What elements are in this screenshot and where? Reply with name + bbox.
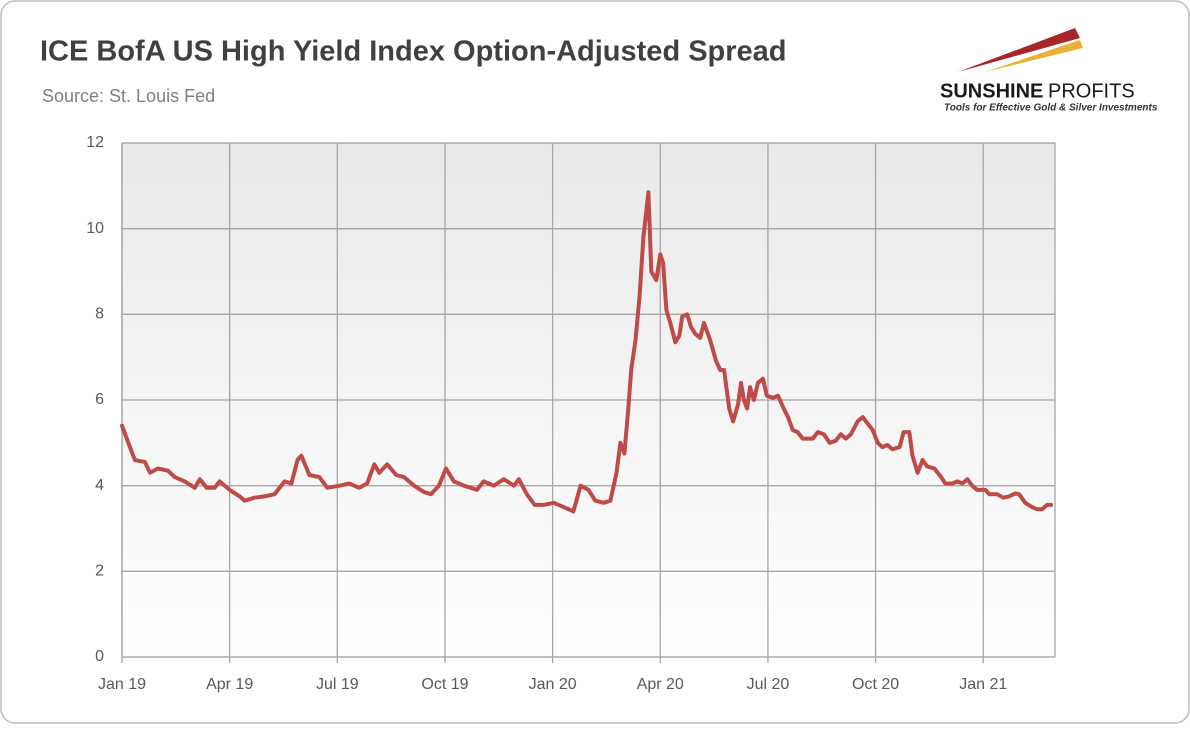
- x-tick-label: Jul 19: [316, 676, 359, 693]
- x-tick-label: Oct 19: [421, 676, 468, 693]
- y-tick-label: 8: [95, 306, 104, 323]
- logo-swoosh: [985, 40, 1083, 72]
- y-tick-label: 0: [95, 648, 104, 665]
- x-tick-label: Jul 20: [747, 676, 790, 693]
- logo-name: SUNSHINE: [940, 80, 1043, 102]
- chart-title: ICE BofA US High Yield Index Option-Adju…: [40, 36, 787, 68]
- logo-swoosh: [958, 28, 1080, 72]
- x-tick-label: Apr 19: [206, 676, 253, 693]
- y-tick-label: 2: [95, 563, 104, 580]
- x-tick-label: Apr 20: [637, 676, 684, 693]
- x-tick-label: Jan 19: [98, 676, 146, 693]
- chart-subtitle: Source: St. Louis Fed: [42, 86, 215, 106]
- logo: SUNSHINE PROFITS Tools for Effective Gol…: [940, 28, 1158, 114]
- x-tick-label: Jan 20: [529, 676, 577, 693]
- data-line: [120, 190, 1054, 514]
- y-tick-label: 10: [86, 220, 104, 237]
- logo-tagline: Tools for Effective Gold & Silver Invest…: [944, 103, 1158, 114]
- y-tick-label: 4: [95, 477, 104, 494]
- x-tick-label: Oct 20: [852, 676, 899, 693]
- logo-name: PROFITS: [1048, 80, 1135, 102]
- y-tick-label: 12: [86, 134, 104, 151]
- x-tick-label: Jan 21: [959, 676, 1007, 693]
- y-tick-label: 6: [95, 391, 104, 408]
